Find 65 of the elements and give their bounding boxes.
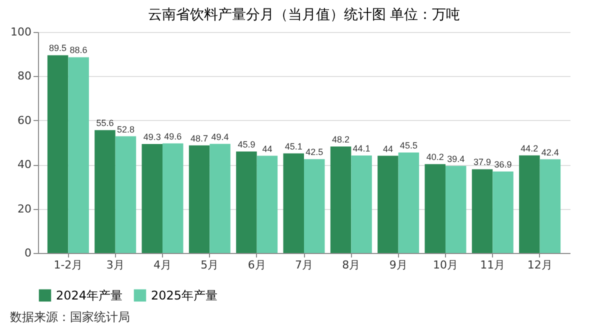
x-tick-label: 1-2月 <box>54 258 83 272</box>
data-label: 45.1 <box>284 141 302 152</box>
x-tick-label: 8月 <box>342 258 360 272</box>
data-label: 37.9 <box>474 157 492 168</box>
bar <box>492 171 514 253</box>
data-label: 55.6 <box>96 118 114 128</box>
legend-label: 2025年产量 <box>151 288 218 302</box>
bar <box>68 57 89 253</box>
data-label: 40.2 <box>426 152 444 162</box>
source-note: 数据来源：国家统计局 <box>10 309 130 326</box>
x-tick-label: 4月 <box>154 258 172 272</box>
y-tick-label: 80 <box>18 70 32 83</box>
bar <box>47 55 68 253</box>
data-label: 45.5 <box>400 140 418 150</box>
x-tick-label: 11月 <box>480 258 506 272</box>
data-label: 88.6 <box>70 45 88 56</box>
bar <box>304 159 325 253</box>
y-tick-label: 0 <box>24 246 32 260</box>
bar <box>188 145 210 253</box>
x-tick-label: 12月 <box>527 258 552 272</box>
data-label: 48.2 <box>332 134 350 144</box>
bar <box>378 156 398 253</box>
data-label: 49.4 <box>211 132 229 142</box>
bar <box>162 143 184 253</box>
bar <box>445 166 466 253</box>
bar <box>472 169 493 253</box>
bar <box>351 156 372 253</box>
data-label: 45.9 <box>238 140 256 150</box>
y-tick-label: 100 <box>10 26 32 38</box>
bar <box>236 152 257 253</box>
bar <box>256 156 278 253</box>
x-tick-label: 6月 <box>248 258 266 272</box>
data-label: 36.9 <box>494 159 512 170</box>
chart-title: 云南省饮料产量分月（当月值）统计图 单位：万吨 <box>148 7 460 23</box>
bar <box>398 152 420 253</box>
bar <box>330 146 352 253</box>
legend-label: 2024年产量 <box>56 288 123 302</box>
bar <box>519 155 540 253</box>
bar <box>94 130 116 253</box>
x-tick-label: 5月 <box>200 258 219 272</box>
bar <box>540 159 561 253</box>
data-label: 49.3 <box>143 132 161 142</box>
data-label: 48.7 <box>190 133 208 144</box>
data-label: 89.5 <box>49 43 67 54</box>
x-tick-label: 9月 <box>389 258 408 272</box>
x-tick-label: 10月 <box>432 258 458 272</box>
bar <box>424 164 446 253</box>
bar <box>210 144 230 253</box>
bar <box>142 144 163 253</box>
data-label: 44 <box>262 144 272 154</box>
x-tick-label: 7月 <box>295 258 313 272</box>
x-tick-label: 3月 <box>106 258 124 272</box>
data-label: 44.1 <box>352 144 370 154</box>
bar <box>283 153 304 253</box>
bar <box>115 136 136 253</box>
data-label: 42.4 <box>541 147 559 158</box>
data-label: 42.5 <box>306 147 324 158</box>
data-label: 49.6 <box>164 131 182 142</box>
data-label: 44 <box>382 144 393 154</box>
data-label: 52.8 <box>116 124 134 134</box>
y-tick-label: 60 <box>18 114 32 127</box>
y-tick-label: 20 <box>18 202 32 216</box>
data-label: 44.2 <box>520 143 538 154</box>
data-label: 39.4 <box>447 154 465 164</box>
y-tick-label: 40 <box>18 158 32 172</box>
